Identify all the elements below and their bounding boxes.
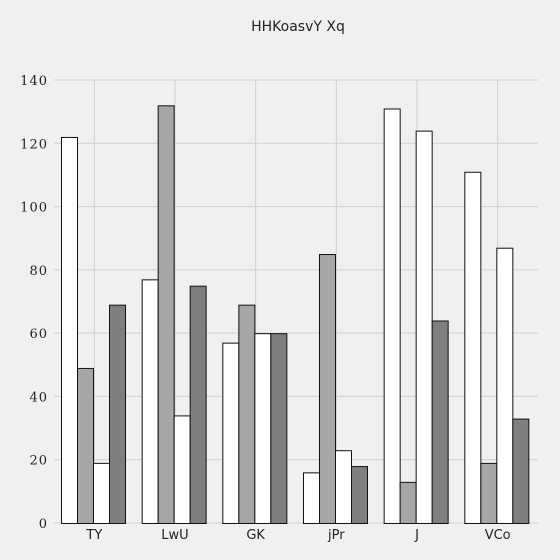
bar (481, 463, 497, 523)
x-tick-label: LwU (161, 528, 188, 543)
y-axis: 0 20 40 60 80 100 120 140 (20, 74, 48, 532)
x-axis: TY LwU GK jPr J VCo (85, 528, 510, 543)
y-tick-label: 20 (29, 454, 48, 469)
bar (110, 305, 126, 523)
x-tick-label: VCo (485, 528, 511, 543)
y-tick-label: 120 (20, 137, 48, 152)
x-tick-label: jPr (327, 528, 345, 543)
bar (62, 137, 78, 523)
bar (94, 463, 110, 523)
bar (271, 334, 287, 524)
y-tick-label: 0 (39, 517, 48, 532)
bar (320, 255, 336, 524)
bar (174, 416, 190, 524)
chart-title: HHKoasvY Xq (251, 19, 345, 35)
bar (158, 106, 174, 524)
bar (336, 451, 352, 524)
bar (239, 305, 255, 523)
x-tick-label: J (414, 528, 419, 543)
bar (223, 343, 239, 523)
y-tick-label: 80 (29, 264, 48, 279)
bar (304, 473, 320, 524)
bar (497, 248, 513, 523)
bar (432, 321, 448, 524)
y-tick-label: 100 (20, 201, 48, 216)
bar (400, 482, 416, 523)
x-tick-label: TY (85, 528, 102, 543)
bar (142, 280, 158, 524)
bar (384, 109, 400, 524)
y-tick-label: 60 (29, 327, 48, 342)
bar (513, 419, 529, 523)
bar (416, 131, 432, 523)
bar (78, 368, 94, 523)
x-tick-label: GK (246, 528, 265, 543)
bar (465, 172, 481, 523)
y-tick-label: 140 (20, 74, 48, 89)
bar (255, 334, 271, 524)
y-tick-label: 40 (29, 390, 48, 405)
bar (352, 467, 368, 524)
bars (62, 106, 529, 524)
bar (190, 286, 206, 523)
